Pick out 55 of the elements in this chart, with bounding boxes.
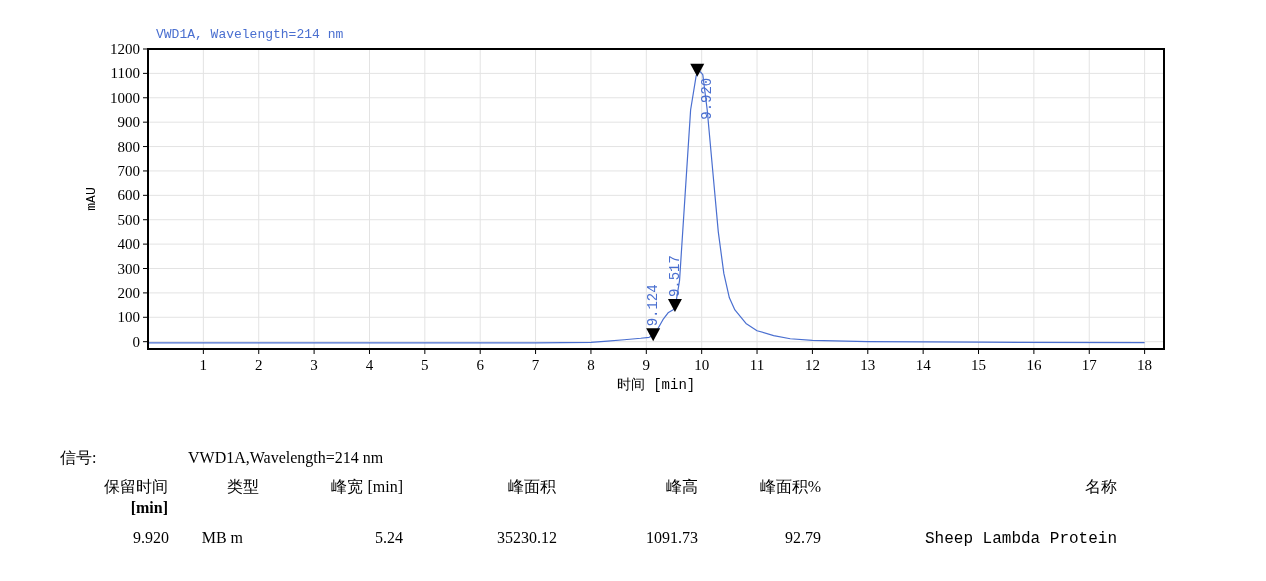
annotation: 9.517	[666, 255, 683, 298]
y-tick-label: 1000	[110, 89, 140, 106]
y-tick-label: 400	[117, 236, 140, 253]
y-tick-label: 200	[117, 284, 140, 301]
y-tick-label: 800	[117, 138, 140, 155]
text: 峰宽 [min]	[331, 478, 403, 495]
text: 峰面积	[508, 478, 556, 495]
text: 5.24	[375, 529, 403, 546]
text: 类型	[227, 478, 259, 495]
text: VWD1A,Wavelength=214 nm	[188, 449, 384, 467]
x-tick-label: 7	[531, 357, 540, 373]
text: 9.920	[133, 529, 169, 546]
y-tick-label: 0	[132, 333, 140, 350]
annotation: 9.124	[645, 284, 662, 327]
text: 峰高	[666, 478, 698, 495]
y-tick-label: 1100	[110, 65, 140, 82]
y-tick-label: 700	[117, 162, 140, 179]
y-tick-label: 1200	[110, 41, 140, 57]
x-tick-label: 14	[915, 357, 932, 373]
x-tick-label: 17	[1081, 357, 1098, 373]
text: 35230.12	[497, 529, 557, 546]
x-tick-label: 18	[1137, 357, 1153, 373]
x-tick-label: 5	[421, 357, 429, 373]
x-tick-label: 2	[254, 357, 263, 373]
y-tick-label: 600	[117, 187, 140, 204]
text: 保留时间 [min]	[104, 478, 168, 516]
x-tick-label: 8	[587, 357, 595, 373]
y-axis-title: mAU	[84, 187, 99, 211]
x-tick-label: 9	[642, 357, 651, 373]
x-tick-label: 12	[804, 357, 820, 373]
x-tick-label: 3	[310, 357, 318, 373]
x-tick-label: 1	[199, 357, 208, 373]
point	[667, 299, 682, 313]
x-tick-label: 15	[971, 357, 987, 373]
point	[646, 328, 661, 342]
text: 信号:	[60, 449, 97, 466]
x-axis-title: 时间 [min]	[616, 377, 696, 393]
x-tick-label: 11	[749, 357, 765, 373]
chart-title: VWD1A, Wavelength=214 nm	[156, 27, 344, 42]
x-tick-label: 4	[365, 357, 374, 373]
text: 峰面积%	[759, 478, 821, 495]
text: 名称	[1085, 478, 1117, 495]
y-tick-label: 900	[117, 114, 140, 131]
x-tick-label: 6	[476, 357, 485, 373]
x-tick-label: 16	[1026, 357, 1042, 373]
text: 1091.73	[646, 529, 698, 546]
text: Sheep Lambda Protein	[924, 530, 1117, 548]
y-tick-label: 500	[117, 211, 140, 228]
x-tick-label: 13	[860, 357, 876, 373]
y-tick-label: 100	[117, 309, 140, 326]
y-tick-label: 300	[117, 260, 140, 277]
text: MB m	[201, 529, 244, 546]
x-tick-label: 10	[694, 357, 710, 373]
text: 92.79	[785, 529, 821, 546]
point	[690, 63, 705, 77]
